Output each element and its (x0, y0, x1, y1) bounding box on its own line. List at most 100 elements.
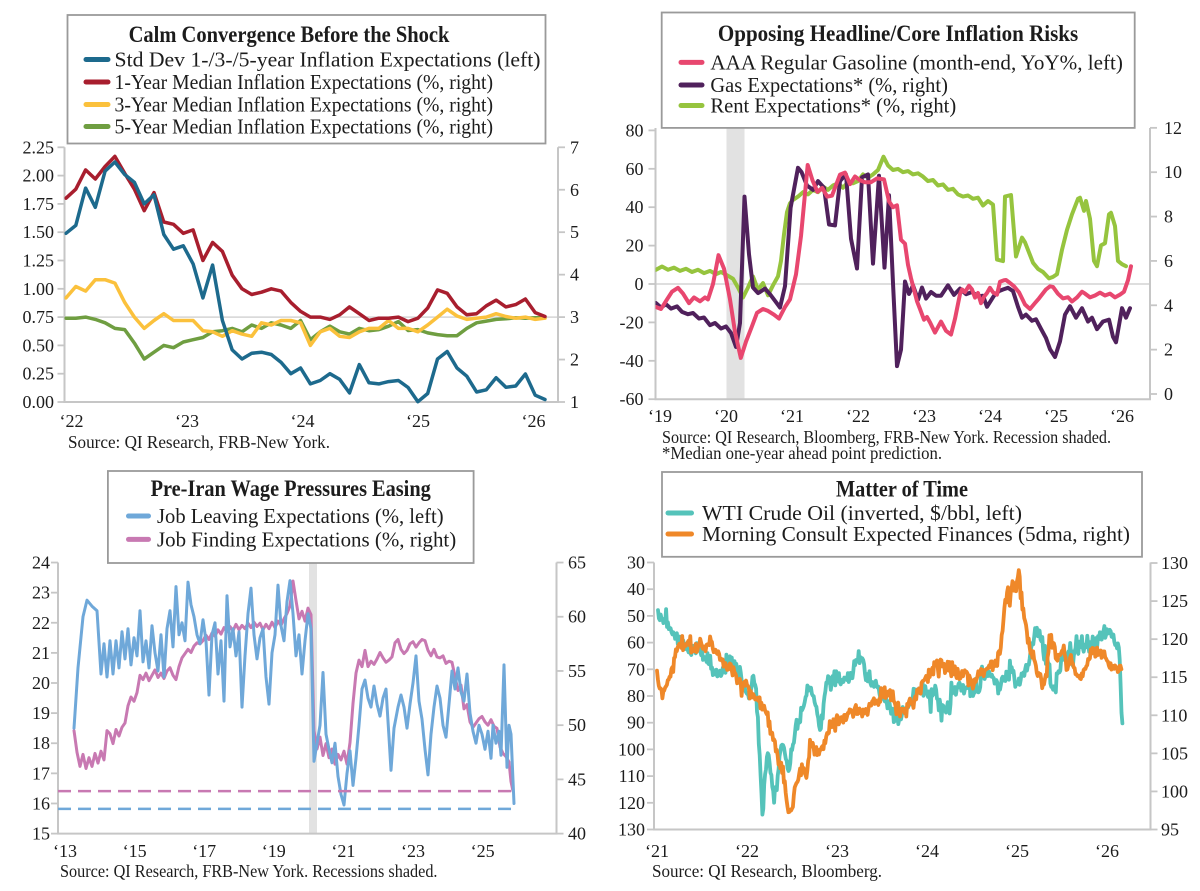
svg-text:WTI Crude Oil (inverted, $/bbl: WTI Crude Oil (inverted, $/bbl, left) (702, 501, 1022, 525)
svg-text:‘17: ‘17 (192, 841, 216, 861)
svg-text:80: 80 (627, 686, 645, 706)
svg-text:‘24: ‘24 (291, 411, 315, 431)
svg-text:1.00: 1.00 (23, 279, 55, 299)
svg-text:50: 50 (568, 715, 586, 735)
svg-text:0: 0 (635, 274, 644, 294)
svg-text:-60: -60 (620, 389, 644, 409)
svg-text:‘21: ‘21 (645, 841, 669, 861)
svg-text:‘23: ‘23 (912, 406, 936, 426)
svg-text:6: 6 (570, 180, 579, 200)
svg-text:95: 95 (1161, 820, 1179, 840)
svg-text:0.50: 0.50 (23, 335, 55, 355)
svg-text:7: 7 (570, 137, 579, 157)
svg-text:2: 2 (570, 350, 579, 370)
svg-text:130: 130 (1161, 553, 1188, 573)
svg-text:2.00: 2.00 (23, 166, 55, 186)
svg-text:60: 60 (627, 633, 645, 653)
svg-text:22: 22 (32, 613, 50, 633)
svg-text:0.75: 0.75 (23, 307, 55, 327)
svg-text:Source: QI Research, Bloomberg: Source: QI Research, Bloomberg. (652, 861, 882, 881)
svg-text:‘26: ‘26 (522, 411, 546, 431)
svg-text:110: 110 (1161, 705, 1187, 725)
svg-text:‘25: ‘25 (1005, 841, 1029, 861)
svg-text:18: 18 (32, 733, 50, 753)
svg-text:120: 120 (1161, 629, 1188, 649)
svg-text:‘22: ‘22 (735, 841, 759, 861)
svg-text:115: 115 (1161, 667, 1187, 687)
svg-text:Morning Consult Expected Finan: Morning Consult Expected Finances (5dma,… (702, 522, 1130, 546)
svg-text:90: 90 (627, 713, 645, 733)
svg-text:8: 8 (1164, 207, 1173, 227)
svg-text:125: 125 (1161, 591, 1188, 611)
svg-text:130: 130 (618, 820, 645, 840)
svg-text:20: 20 (32, 673, 50, 693)
svg-text:45: 45 (568, 769, 586, 789)
svg-text:‘24: ‘24 (978, 406, 1002, 426)
svg-text:Pre-Iran Wage Pressures Easing: Pre-Iran Wage Pressures Easing (151, 476, 432, 501)
svg-text:‘23: ‘23 (401, 841, 425, 861)
svg-text:Rent Expectations* (%, right): Rent Expectations* (%, right) (710, 94, 956, 118)
svg-text:‘20: ‘20 (714, 406, 738, 426)
svg-text:Source: QI Research, FRB-New Y: Source: QI Research, FRB-New York. Reces… (60, 861, 438, 881)
svg-text:4: 4 (1164, 295, 1173, 315)
svg-text:5: 5 (570, 222, 579, 242)
svg-text:40: 40 (626, 197, 644, 217)
svg-text:21: 21 (32, 643, 50, 663)
svg-text:24: 24 (32, 553, 50, 573)
svg-text:‘22: ‘22 (60, 411, 84, 431)
svg-text:*Median one-year ahead point p: *Median one-year ahead point prediction. (662, 443, 942, 463)
svg-text:2: 2 (1164, 340, 1173, 360)
svg-text:Job Finding Expectations (%, r: Job Finding Expectations (%, right) (157, 527, 456, 551)
svg-text:60: 60 (568, 607, 586, 627)
svg-text:120: 120 (618, 793, 645, 813)
svg-text:‘21: ‘21 (331, 841, 355, 861)
svg-text:AAA Regular Gasoline (month-en: AAA Regular Gasoline (month-end, YoY%, l… (710, 50, 1123, 74)
svg-text:30: 30 (627, 553, 645, 573)
svg-text:Source: QI Research, FRB-New Y: Source: QI Research, FRB-New York. (68, 432, 330, 452)
svg-text:Matter of Time: Matter of Time (836, 477, 968, 502)
svg-text:‘26: ‘26 (1110, 406, 1134, 426)
svg-text:1.50: 1.50 (23, 222, 55, 242)
svg-text:0.25: 0.25 (23, 364, 55, 384)
svg-text:Job Leaving Expectations (%, l: Job Leaving Expectations (%, left) (157, 504, 444, 528)
svg-text:16: 16 (32, 794, 50, 814)
svg-text:80: 80 (626, 120, 644, 140)
svg-text:5-Year Median Inflation Expect: 5-Year Median Inflation Expectations (%,… (115, 115, 494, 139)
svg-text:3: 3 (570, 307, 579, 327)
svg-text:100: 100 (1161, 781, 1188, 801)
svg-text:-40: -40 (620, 351, 644, 371)
svg-text:‘25: ‘25 (1044, 406, 1068, 426)
svg-text:60: 60 (626, 159, 644, 179)
svg-text:‘25: ‘25 (406, 411, 430, 431)
svg-text:55: 55 (568, 661, 586, 681)
svg-text:‘15: ‘15 (123, 841, 147, 861)
svg-text:10: 10 (1164, 162, 1182, 182)
svg-text:20: 20 (626, 236, 644, 256)
svg-text:105: 105 (1161, 743, 1188, 763)
svg-text:Source: QI Research, Bloomberg: Source: QI Research, Bloomberg, FRB-New … (662, 427, 1111, 447)
svg-text:23: 23 (32, 583, 50, 603)
svg-text:1: 1 (570, 392, 579, 412)
svg-text:-20: -20 (620, 312, 644, 332)
svg-text:‘24: ‘24 (915, 841, 939, 861)
svg-text:40: 40 (627, 579, 645, 599)
svg-text:19: 19 (32, 703, 50, 723)
svg-text:1.75: 1.75 (23, 194, 55, 214)
svg-text:17: 17 (32, 763, 50, 783)
svg-text:‘13: ‘13 (53, 841, 77, 861)
svg-text:0.00: 0.00 (23, 392, 55, 412)
svg-text:Calm Convergence Before the Sh: Calm Convergence Before the Shock (129, 22, 450, 47)
svg-text:‘25: ‘25 (471, 841, 495, 861)
svg-text:3-Year Median Inflation Expect: 3-Year Median Inflation Expectations (%,… (115, 93, 494, 117)
svg-text:12: 12 (1164, 118, 1182, 138)
svg-text:‘21: ‘21 (780, 406, 804, 426)
svg-text:‘23: ‘23 (825, 841, 849, 861)
svg-text:40: 40 (568, 824, 586, 844)
svg-text:2.25: 2.25 (23, 137, 55, 157)
svg-text:Gas Expectations* (%, right): Gas Expectations* (%, right) (710, 73, 948, 97)
svg-text:Opposing Headline/Core Inflati: Opposing Headline/Core Inflation Risks (718, 21, 1078, 46)
svg-text:100: 100 (618, 739, 645, 759)
svg-text:‘23: ‘23 (175, 411, 199, 431)
svg-text:Std Dev 1-/3-/5-year Inflation: Std Dev 1-/3-/5-year Inflation Expectati… (115, 48, 541, 72)
svg-text:6: 6 (1164, 251, 1173, 271)
